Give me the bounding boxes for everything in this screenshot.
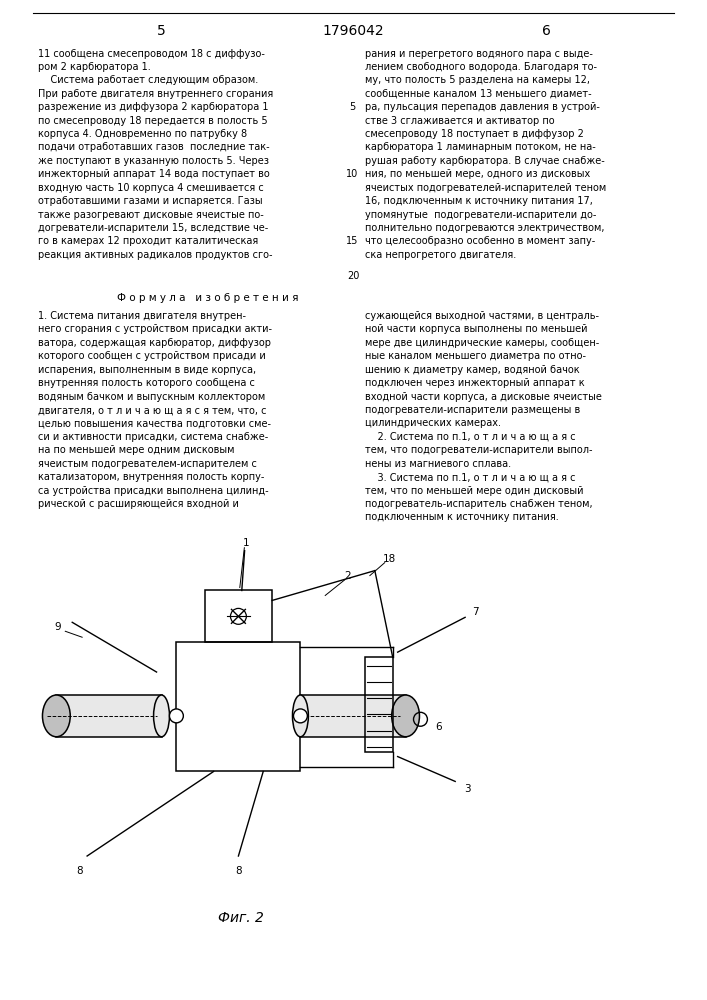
Text: 7: 7: [472, 607, 479, 617]
Text: ска непрогретого двигателя.: ска непрогретого двигателя.: [365, 250, 516, 260]
Text: сообщенные каналом 13 меньшего диамет-: сообщенные каналом 13 меньшего диамет-: [365, 89, 592, 99]
Ellipse shape: [392, 695, 419, 737]
Text: корпуса 4. Одновременно по патрубку 8: корпуса 4. Одновременно по патрубку 8: [38, 129, 247, 139]
Text: тем, что подогреватели-испарители выпол-: тем, что подогреватели-испарители выпол-: [365, 445, 592, 455]
Circle shape: [293, 709, 308, 723]
Text: отработавшими газами и испаряется. Газы: отработавшими газами и испаряется. Газы: [38, 196, 263, 206]
Text: рической с расширяющейся входной и: рической с расширяющейся входной и: [38, 499, 240, 509]
Text: подогреватель-испаритель снабжен теном,: подогреватель-испаритель снабжен теном,: [365, 499, 592, 509]
Text: 5: 5: [349, 102, 355, 112]
Ellipse shape: [293, 695, 308, 737]
Text: подачи отработавших газов  последние так-: подачи отработавших газов последние так-: [38, 142, 270, 152]
Text: целью повышения качества подготовки сме-: целью повышения качества подготовки сме-: [38, 418, 271, 428]
Text: реакция активных радикалов продуктов сго-: реакция активных радикалов продуктов сго…: [38, 250, 273, 260]
Ellipse shape: [42, 695, 70, 737]
Text: подключен через инжекторный аппарат к: подключен через инжекторный аппарат к: [365, 378, 585, 388]
Bar: [365, 657, 392, 752]
Text: Система работает следующим образом.: Система работает следующим образом.: [38, 75, 259, 85]
Text: шению к диаметру камер, водяной бачок: шению к диаметру камер, водяной бачок: [365, 365, 580, 375]
Bar: [205, 590, 272, 642]
Text: подогреватели-испарители размещены в: подогреватели-испарители размещены в: [365, 405, 580, 415]
Text: ния, по меньшей мере, одного из дисковых: ния, по меньшей мере, одного из дисковых: [365, 169, 590, 179]
Text: внутренняя полость которого сообщена с: внутренняя полость которого сообщена с: [38, 378, 255, 388]
Text: также разогревают дисковые ячеистые по-: также разогревают дисковые ячеистые по-: [38, 210, 264, 220]
Text: 10: 10: [346, 169, 358, 179]
Text: му, что полость 5 разделена на камеры 12,: му, что полость 5 разделена на камеры 12…: [365, 75, 590, 85]
Text: карбюратора 1 ламинарным потоком, не на-: карбюратора 1 ламинарным потоком, не на-: [365, 142, 596, 152]
Text: При работе двигателя внутреннего сгорания: При работе двигателя внутреннего сгорани…: [38, 89, 274, 99]
Text: испарения, выполненным в виде корпуса,: испарения, выполненным в виде корпуса,: [38, 365, 257, 375]
Text: ной части корпуса выполнены по меньшей: ной части корпуса выполнены по меньшей: [365, 324, 588, 334]
Bar: [300, 695, 406, 737]
Text: ячеистым подогревателем-испарителем с: ячеистым подогревателем-испарителем с: [38, 459, 257, 469]
Text: 5: 5: [157, 24, 166, 38]
Text: 15: 15: [346, 236, 358, 246]
Text: го в камерах 12 проходит каталитическая: го в камерах 12 проходит каталитическая: [38, 236, 259, 246]
Text: подключенным к источнику питания.: подключенным к источнику питания.: [365, 512, 559, 522]
Text: са устройства присадки выполнена цилинд-: са устройства присадки выполнена цилинд-: [38, 486, 269, 496]
Text: разрежение из диффузора 2 карбюратора 1: разрежение из диффузора 2 карбюратора 1: [38, 102, 269, 112]
Text: Ф о р м у л а   и з о б р е т е н и я: Ф о р м у л а и з о б р е т е н и я: [117, 293, 298, 303]
Text: тем, что по меньшей мере один дисковый: тем, что по меньшей мере один дисковый: [365, 486, 583, 496]
Text: рания и перегретого водяного пара с выде-: рания и перегретого водяного пара с выде…: [365, 49, 592, 59]
Text: 18: 18: [383, 554, 397, 564]
Text: что целесообразно особенно в момент запу-: что целесообразно особенно в момент запу…: [365, 236, 595, 246]
Text: входной части корпуса, а дисковые ячеистые: входной части корпуса, а дисковые ячеист…: [365, 392, 602, 402]
Text: 1796042: 1796042: [322, 24, 384, 38]
Text: 8: 8: [235, 866, 242, 876]
Text: ячеистых подогревателей-испарителей теном: ячеистых подогревателей-испарителей тено…: [365, 183, 606, 193]
Text: упомянутые  подогреватели-испарители до-: упомянутые подогреватели-испарители до-: [365, 210, 596, 220]
Text: по смесепроводу 18 передается в полость 5: по смесепроводу 18 передается в полость …: [38, 116, 268, 126]
Text: которого сообщен с устройством присади и: которого сообщен с устройством присади и: [38, 351, 267, 361]
Text: ра, пульсация перепадов давления в устрой-: ра, пульсация перепадов давления в устро…: [365, 102, 600, 112]
Text: цилиндрических камерах.: цилиндрических камерах.: [365, 418, 501, 428]
Text: ватора, содержащая карбюратор, диффузор: ватора, содержащая карбюратор, диффузор: [38, 338, 271, 348]
Text: ные каналом меньшего диаметра по отно-: ные каналом меньшего диаметра по отно-: [365, 351, 586, 361]
Text: него сгорания с устройством присадки акти-: него сгорания с устройством присадки акт…: [38, 324, 272, 334]
Text: двигателя, о т л и ч а ю щ а я с я тем, что, с: двигателя, о т л и ч а ю щ а я с я тем, …: [38, 405, 267, 415]
Text: инжекторный аппарат 14 вода поступает во: инжекторный аппарат 14 вода поступает во: [38, 169, 270, 179]
Text: 8: 8: [76, 866, 83, 876]
Text: Фиг. 2: Фиг. 2: [218, 911, 264, 925]
Bar: [57, 695, 161, 737]
Text: входную часть 10 корпуса 4 смешивается с: входную часть 10 корпуса 4 смешивается с: [38, 183, 264, 193]
Text: 6: 6: [435, 722, 442, 732]
Text: 2: 2: [345, 571, 351, 581]
Text: рушая работу карбюратора. В случае снабже-: рушая работу карбюратора. В случае снабж…: [365, 156, 604, 166]
Text: водяным бачком и выпускным коллектором: водяным бачком и выпускным коллектором: [38, 392, 266, 402]
Text: на по меньшей мере одним дисковым: на по меньшей мере одним дисковым: [38, 445, 235, 455]
Text: 16, подключенным к источнику питания 17,: 16, подключенным к источнику питания 17,: [365, 196, 592, 206]
Text: 1. Система питания двигателя внутрен-: 1. Система питания двигателя внутрен-: [38, 311, 247, 321]
Text: 20: 20: [347, 271, 359, 281]
Bar: [177, 642, 300, 771]
Text: 9: 9: [54, 622, 61, 632]
Text: 3. Система по п.1, о т л и ч а ю щ а я с: 3. Система по п.1, о т л и ч а ю щ а я с: [365, 472, 575, 482]
Text: догреватели-испарители 15, вследствие че-: догреватели-испарители 15, вследствие че…: [38, 223, 269, 233]
Text: лением свободного водорода. Благодаря то-: лением свободного водорода. Благодаря то…: [365, 62, 597, 72]
Text: смесепроводу 18 поступает в диффузор 2: смесепроводу 18 поступает в диффузор 2: [365, 129, 584, 139]
Text: 2. Система по п.1, о т л и ч а ю щ а я с: 2. Система по п.1, о т л и ч а ю щ а я с: [365, 432, 575, 442]
Text: же поступают в указанную полость 5. Через: же поступают в указанную полость 5. Чере…: [38, 156, 269, 166]
Text: 6: 6: [542, 24, 551, 38]
Text: ром 2 карбюратора 1.: ром 2 карбюратора 1.: [38, 62, 151, 72]
Text: 1: 1: [243, 538, 250, 548]
Text: сужающейся выходной частями, в централь-: сужающейся выходной частями, в централь-: [365, 311, 599, 321]
Ellipse shape: [153, 695, 170, 737]
Text: полнительно подогреваются электричеством,: полнительно подогреваются электричеством…: [365, 223, 604, 233]
Text: мере две цилиндрические камеры, сообщен-: мере две цилиндрические камеры, сообщен-: [365, 338, 599, 348]
Text: 11 сообщена смесепроводом 18 с диффузо-: 11 сообщена смесепроводом 18 с диффузо-: [38, 49, 265, 59]
Circle shape: [170, 709, 183, 723]
Text: си и активности присадки, система снабже-: си и активности присадки, система снабже…: [38, 432, 269, 442]
Text: нены из магниевого сплава.: нены из магниевого сплава.: [365, 459, 511, 469]
Text: 3: 3: [464, 784, 470, 794]
Text: катализатором, внутренняя полость корпу-: катализатором, внутренняя полость корпу-: [38, 472, 265, 482]
Text: стве 3 сглаживается и активатор по: стве 3 сглаживается и активатор по: [365, 116, 554, 126]
